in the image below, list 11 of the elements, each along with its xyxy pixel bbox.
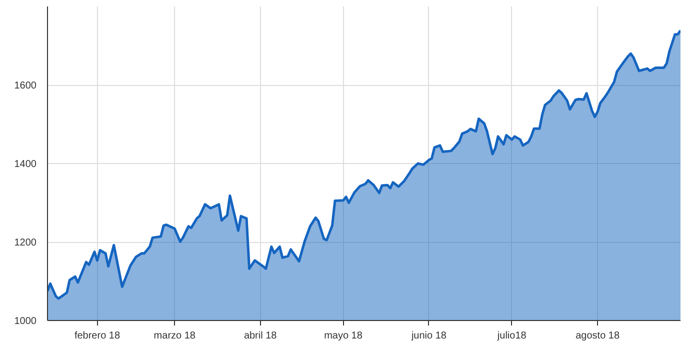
x-tick-label: julio18	[496, 330, 527, 342]
x-tick-label: marzo 18	[154, 330, 196, 342]
x-tick-label: junio 18	[410, 330, 447, 342]
y-tick-label: 1000	[14, 316, 37, 327]
x-tick-label: mayo 18	[324, 330, 363, 342]
y-tick-label: 1400	[14, 159, 37, 170]
y-tick-label: 1200	[14, 238, 37, 248]
x-tick-label: febrero 18	[74, 330, 120, 342]
x-tick-label: abril 18	[244, 330, 278, 342]
y-tick-label: 1600	[14, 80, 37, 92]
x-tick-label: agosto 18	[576, 330, 620, 342]
